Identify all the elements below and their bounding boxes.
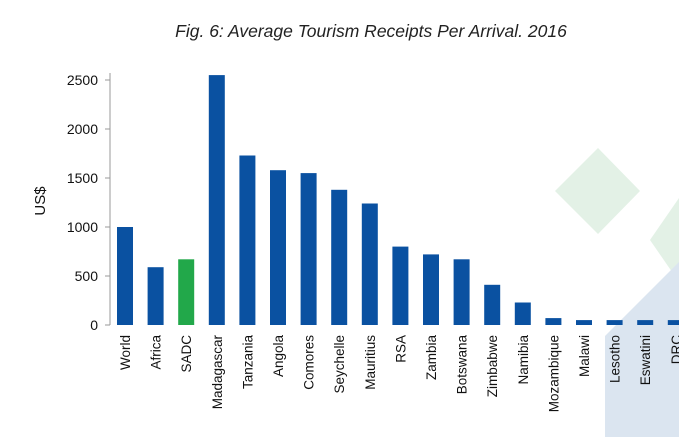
x-tick-label: Madagascar: [210, 335, 225, 410]
bar-tanzania: [239, 155, 256, 325]
bar-africa: [147, 267, 164, 325]
bar-comores: [300, 173, 317, 325]
y-axis: 0 500 1000 1500 2000 2500: [67, 72, 111, 333]
bar-mozambique: [545, 318, 562, 325]
x-tick-label: Eswatini: [638, 335, 653, 385]
decor-diamond-green: [555, 148, 640, 234]
bars: [117, 75, 679, 325]
x-tick-label: Namibia: [516, 335, 531, 385]
bar-eswatini: [637, 320, 654, 325]
y-axis-title: US$: [32, 186, 49, 216]
x-tick-label: Zimbabwe: [485, 335, 500, 397]
bar-drc: [667, 320, 679, 325]
y-tick-label: 1500: [67, 170, 98, 186]
bar-mauritius: [361, 203, 378, 325]
bar-namibia: [514, 302, 531, 325]
x-tick-label: Botswana: [455, 335, 470, 395]
x-tick-label: Seychelle: [332, 335, 347, 394]
x-tick-label: Zambia: [424, 335, 439, 381]
x-tick-label: DRC: [669, 335, 679, 364]
y-tick-label: 2500: [67, 72, 98, 88]
y-tick-label: 2000: [67, 121, 98, 137]
x-tick-label: SADC: [179, 335, 194, 373]
y-tick-label: 0: [90, 317, 98, 333]
y-tick-label: 500: [75, 268, 99, 284]
bar-angola: [270, 170, 286, 325]
bar-lesotho: [606, 320, 623, 325]
x-tick-label: Mauritius: [363, 335, 378, 390]
bar-malawi: [576, 320, 592, 325]
bar-sadc: [178, 259, 195, 325]
bar-botswana: [453, 259, 470, 325]
x-tick-label: Mozambique: [546, 335, 561, 412]
x-tick-label: World: [118, 335, 133, 370]
chart-title: Fig. 6: Average Tourism Receipts Per Arr…: [175, 21, 567, 41]
x-tick-label: Lesotho: [608, 335, 623, 383]
x-tick-label: Angola: [271, 335, 286, 378]
x-axis-labels: World Africa SADC Madagascar Tanzania Angola C…: [118, 335, 679, 413]
bar-madagascar: [208, 75, 225, 325]
bar-zimbabwe: [484, 284, 501, 325]
bar-rsa: [392, 246, 409, 325]
bar-world: [117, 227, 133, 325]
x-tick-label: RSA: [393, 335, 408, 363]
bar-seychelle: [331, 189, 348, 325]
x-tick-label: Africa: [149, 335, 164, 370]
background-decoration: [555, 148, 679, 437]
decor-diamond-green-right: [650, 198, 679, 282]
x-tick-label: Tanzania: [240, 335, 255, 390]
x-tick-label: Malawi: [577, 335, 592, 377]
decor-diamond-blue: [605, 262, 679, 437]
x-tick-label: Comores: [302, 335, 317, 390]
y-tick-label: 1000: [67, 219, 98, 235]
bar-zambia: [423, 254, 439, 325]
